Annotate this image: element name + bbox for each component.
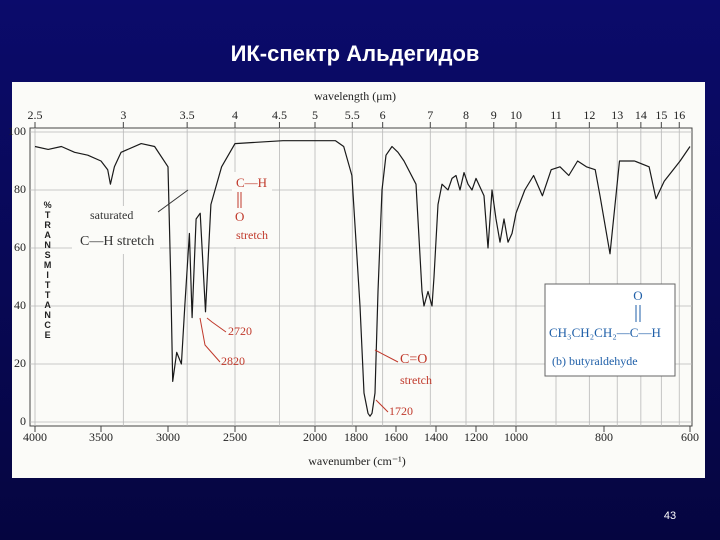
annotation: stretch xyxy=(400,373,432,387)
x-tick-label: 1600 xyxy=(384,430,408,444)
x2-tick-label: 6 xyxy=(380,108,386,122)
x-tick-label: 1200 xyxy=(464,430,488,444)
leader-line xyxy=(206,317,227,333)
x2-tick-label: 15 xyxy=(655,108,667,122)
x-tick-label: 800 xyxy=(595,430,613,444)
annotation-bg xyxy=(72,206,160,254)
y-tick-label: 100 xyxy=(8,124,26,138)
x2-tick-label: 8 xyxy=(463,108,469,122)
x2-tick-label: 16 xyxy=(673,108,685,122)
x-tick-label: 1000 xyxy=(504,430,528,444)
x2-tick-label: 4 xyxy=(232,108,238,122)
annotation: C=O xyxy=(400,352,427,367)
leader-line xyxy=(374,349,399,363)
slide-title: ИК-спектр Альдегидов xyxy=(231,41,480,66)
x-tick-label: 2000 xyxy=(303,430,327,444)
x2-tick-label: 10 xyxy=(510,108,522,122)
annotation: O xyxy=(235,209,244,224)
leader-line xyxy=(199,317,221,363)
annotation: C—H stretch xyxy=(80,234,154,249)
x2-tick-label: 13 xyxy=(611,108,623,122)
x2-tick-label: 4.5 xyxy=(272,108,287,122)
plot-frame xyxy=(29,127,693,427)
x-tick-label: 3000 xyxy=(156,430,180,444)
annotation: 2720 xyxy=(228,324,252,338)
x2-tick-label: 3.5 xyxy=(180,108,195,122)
inset-caption: (b) butyraldehyde xyxy=(552,354,638,368)
annotation: 2820 xyxy=(221,354,245,368)
y-tick-label: 0 xyxy=(20,414,26,428)
y-axis-label: %TRANSMITTANCE xyxy=(43,200,53,340)
x-tick-label: 2500 xyxy=(223,430,247,444)
x2-axis-label: wavelength (μm) xyxy=(314,89,396,103)
y-tick-label: 40 xyxy=(14,298,26,312)
x-axis-label: wavenumber (cm⁻¹) xyxy=(308,454,406,468)
y-tick-label: 80 xyxy=(14,182,26,196)
x-tick-label: 3500 xyxy=(89,430,113,444)
spectrum-line xyxy=(34,140,691,417)
x-tick-label: 1800 xyxy=(344,430,368,444)
x-tick-label: 1400 xyxy=(424,430,448,444)
y-tick-label: 20 xyxy=(14,356,26,370)
x2-tick-label: 5 xyxy=(312,108,318,122)
annotation: saturated xyxy=(90,208,133,222)
annotation: C—H xyxy=(236,175,267,190)
annotation-bg xyxy=(232,172,272,247)
annotation: 1720 xyxy=(389,404,413,418)
x2-tick-label: 14 xyxy=(635,108,647,122)
y-tick-label: 60 xyxy=(14,240,26,254)
x2-tick-label: 7 xyxy=(427,108,433,122)
x2-tick-label: 12 xyxy=(583,108,595,122)
x2-tick-label: 2.5 xyxy=(28,108,43,122)
inset-formula: CH₃CH₂CH₂—C—H xyxy=(549,325,661,340)
x2-tick-label: 3 xyxy=(120,108,126,122)
page-number: 43 xyxy=(664,510,676,522)
x-tick-label: 600 xyxy=(681,430,699,444)
x-tick-label: 4000 xyxy=(23,430,47,444)
leader-line xyxy=(375,399,389,413)
leader-line xyxy=(157,189,189,213)
inset-oxygen: O xyxy=(633,288,642,303)
annotation: stretch xyxy=(236,228,268,242)
inset-box xyxy=(544,283,676,377)
x2-tick-label: 5.5 xyxy=(345,108,360,122)
x2-tick-label: 9 xyxy=(491,108,497,122)
x2-tick-label: 11 xyxy=(550,108,562,122)
